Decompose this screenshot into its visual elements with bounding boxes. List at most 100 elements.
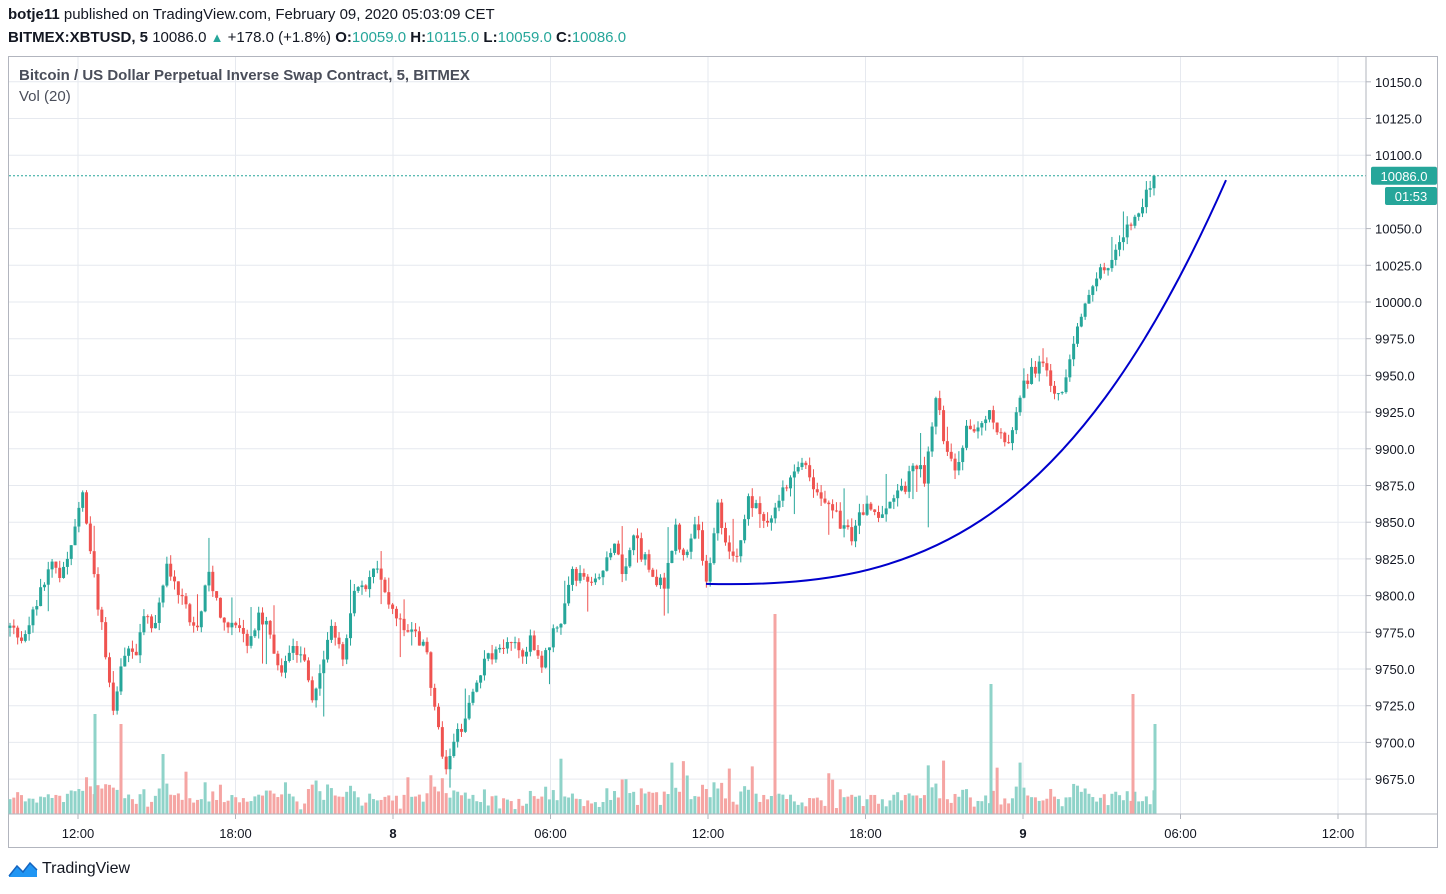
volume-bar (490, 796, 494, 814)
volume-bar (643, 793, 647, 814)
volume-bar (1049, 788, 1053, 814)
chart-frame (8, 56, 1438, 848)
candle-body (1049, 370, 1053, 386)
volume-bar (1095, 801, 1099, 814)
price-axis[interactable]: 9675.0 9700.0 9725.0 9750.0 9775.0 9800.0 9825… (1365, 57, 1422, 847)
candle-body (1148, 188, 1152, 190)
candle-body (945, 441, 949, 452)
candle-body (226, 622, 230, 628)
candle-body (494, 649, 498, 660)
volume-bar (570, 793, 574, 814)
candle-body (934, 398, 938, 427)
volume-bar (257, 794, 261, 814)
y-tick-label: 9800.0 (1375, 589, 1415, 604)
volume-bar (471, 794, 475, 814)
volume-bar (1137, 801, 1141, 814)
volume-bar (658, 804, 662, 814)
candle-body (333, 625, 337, 638)
candle-body (471, 691, 475, 703)
candle-body (356, 587, 360, 591)
volume-bar (789, 794, 793, 814)
candle-body (88, 523, 92, 552)
volume-bar (972, 806, 976, 814)
volume-bar (1010, 798, 1014, 814)
candle-body (613, 543, 617, 553)
volume-bar (50, 797, 54, 814)
candle-body (360, 585, 364, 588)
y-tick-label: 10050.0 (1375, 222, 1422, 237)
volume-bar (559, 758, 563, 814)
candle-body (639, 538, 643, 560)
volume-bar (750, 766, 754, 814)
candle-body (58, 567, 62, 578)
volume-bar (1129, 800, 1133, 814)
volume-bar (437, 791, 441, 814)
candle-body (578, 573, 582, 581)
candle-body (1121, 237, 1125, 243)
volume-bar (134, 803, 138, 814)
volume-bar (111, 787, 115, 814)
candle-body (1056, 393, 1060, 395)
candle-body (1125, 224, 1129, 238)
author-name[interactable]: botje11 (8, 6, 60, 23)
volume-bar (291, 796, 295, 814)
candle-body (349, 613, 353, 639)
candle-body (536, 650, 540, 656)
volume-bar (616, 797, 620, 814)
candle-body (919, 465, 923, 470)
candle-body (27, 625, 31, 635)
candle-body (957, 462, 961, 471)
y-tick-label: 9675.0 (1375, 772, 1415, 787)
volume-bar (957, 796, 961, 814)
volume-bar (448, 797, 452, 814)
volume-bar (1121, 800, 1125, 814)
candle-body (789, 477, 793, 489)
volume-bar (903, 794, 907, 814)
x-tick-label: 18:00 (849, 826, 882, 841)
candle-body (264, 620, 268, 625)
volume-bar (808, 797, 812, 814)
candle-body (999, 432, 1003, 434)
candle-body (322, 659, 326, 674)
volume-bar (142, 789, 146, 814)
candle-body (655, 576, 659, 586)
volume-bar (1022, 787, 1026, 814)
volume-bar (157, 788, 161, 814)
volume-bar (567, 797, 571, 814)
candle-body (838, 510, 842, 529)
symbol-label: BITMEX:XBTUSD, 5 (8, 29, 149, 46)
volume-bar (869, 794, 873, 814)
volume-bar (1141, 801, 1145, 814)
volume-bar (421, 801, 425, 814)
candle-body (846, 525, 850, 528)
candle-body (234, 622, 238, 626)
volume-bar (77, 789, 81, 814)
volume-bar (153, 795, 157, 814)
volume-bar (521, 805, 525, 814)
volume-bar (926, 765, 930, 814)
high-label: H: (410, 29, 427, 46)
volume-bar (896, 792, 900, 814)
candle-body (19, 637, 23, 641)
candle-body (337, 637, 341, 645)
volume-bar (1153, 724, 1157, 814)
candle-body (574, 568, 578, 581)
candle-body (754, 503, 758, 509)
candle-body (81, 492, 85, 508)
candle-body (383, 579, 387, 593)
volume-bar (234, 797, 238, 814)
candle-body (463, 718, 467, 732)
y-tick-label: 9700.0 (1375, 735, 1415, 750)
y-tick-label: 9850.0 (1375, 515, 1415, 530)
candle-body (1133, 216, 1137, 226)
time-axis[interactable]: 12:00 18:00 8 06:00 12:00 18:00 9 06:00 12:00 (9, 813, 1437, 841)
candle-body (1144, 189, 1148, 208)
volume-bar (1144, 796, 1148, 814)
candle-body (329, 625, 333, 640)
brand[interactable]: TradingView (8, 860, 130, 878)
volume-bar (980, 801, 984, 814)
volume-bar (283, 782, 287, 814)
volume-bar (287, 793, 291, 814)
candle-body (570, 568, 574, 585)
